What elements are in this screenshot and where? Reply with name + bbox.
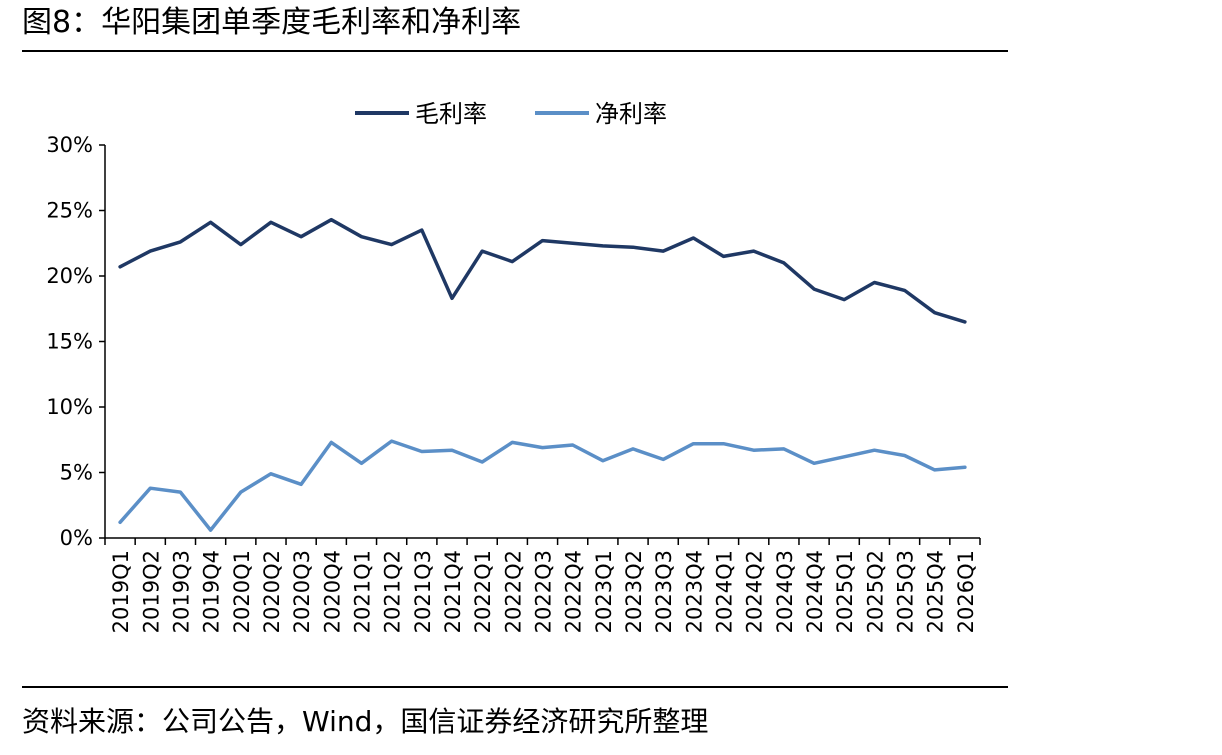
legend-label: 毛利率 bbox=[415, 100, 487, 128]
x-tick-label: 2025Q4 bbox=[924, 550, 948, 633]
figure-title: 图8：华阳集团单季度毛利率和净利率 bbox=[22, 5, 522, 40]
x-tick-label: 2020Q4 bbox=[320, 550, 344, 633]
x-tick-label: 2024Q3 bbox=[773, 550, 797, 633]
x-tick-label: 2024Q4 bbox=[803, 550, 827, 633]
chart-series bbox=[118, 217, 967, 532]
x-tick-label: 2025Q2 bbox=[863, 550, 887, 633]
series-line-0 bbox=[118, 217, 967, 324]
x-tick-label: 2022Q2 bbox=[501, 550, 525, 633]
x-tick-label: 2025Q3 bbox=[894, 550, 918, 633]
x-tick-label: 2020Q2 bbox=[260, 550, 284, 633]
x-tick-label: 2025Q1 bbox=[833, 550, 857, 633]
y-tick-label: 15% bbox=[46, 330, 93, 354]
x-tick-label: 2021Q3 bbox=[411, 550, 435, 633]
x-tick-label: 2021Q1 bbox=[350, 550, 374, 633]
chart-axes: 0% 5% 10% 15% 20% 25% 30% 2019Q1 2019Q2 2019Q3 201… bbox=[46, 133, 981, 633]
x-tick-label: 2023Q1 bbox=[592, 550, 616, 633]
y-tick-label: 10% bbox=[46, 395, 93, 419]
x-tick-label: 2024Q2 bbox=[743, 550, 767, 633]
y-tick-label: 20% bbox=[46, 264, 93, 288]
line-chart: 毛利率 净利率 0%5%10%15%20%25%30%2019Q1 2019Q2 20… bbox=[46, 100, 981, 633]
x-tick-label: 2026Q1 bbox=[954, 550, 978, 633]
source-rule bbox=[22, 686, 1008, 688]
x-tick-label: 2020Q3 bbox=[290, 550, 314, 633]
x-tick-label: 2024Q1 bbox=[713, 550, 737, 633]
x-tick-label: 2022Q1 bbox=[471, 550, 495, 633]
x-tick-label: 2023Q2 bbox=[622, 550, 646, 633]
x-tick-label: 2020Q1 bbox=[230, 550, 254, 633]
x-tick-label: 2022Q3 bbox=[532, 550, 556, 633]
title-rule bbox=[22, 50, 1008, 52]
x-tick-label: 2023Q4 bbox=[682, 550, 706, 633]
legend-label: 净利率 bbox=[595, 100, 667, 128]
y-tick-label: 30% bbox=[46, 133, 93, 157]
chart-legend: 毛利率 净利率 bbox=[355, 100, 667, 128]
y-tick-label: 25% bbox=[46, 199, 93, 223]
series-line-1 bbox=[118, 439, 967, 532]
source-note: 资料来源：公司公告，Wind，国信证券经济研究所整理 bbox=[22, 705, 709, 738]
y-tick-label: 0% bbox=[60, 526, 93, 550]
x-tick-label: 2022Q4 bbox=[562, 550, 586, 633]
y-tick-label: 5% bbox=[60, 461, 93, 485]
x-tick-label: 2023Q3 bbox=[652, 550, 676, 633]
x-tick-label: 2021Q4 bbox=[441, 550, 465, 633]
x-tick-label: 2019Q2 bbox=[139, 550, 163, 633]
x-tick-label: 2019Q1 bbox=[109, 550, 133, 633]
x-tick-label: 2019Q4 bbox=[200, 550, 224, 633]
x-tick-label: 2021Q2 bbox=[381, 550, 405, 633]
x-tick-label: 2019Q3 bbox=[169, 550, 193, 633]
